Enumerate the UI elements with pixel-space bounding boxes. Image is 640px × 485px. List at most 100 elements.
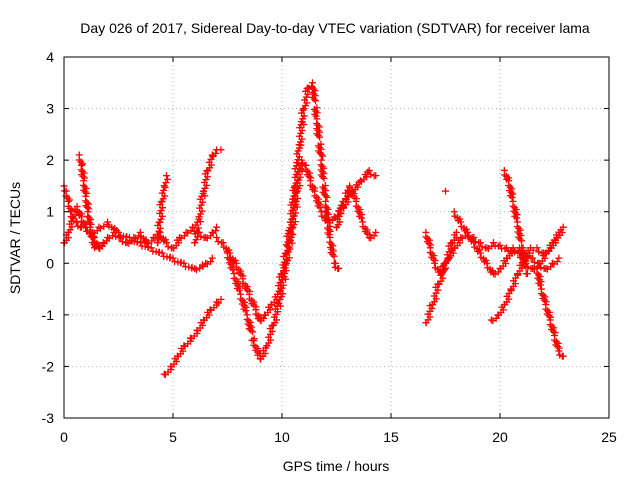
data-point: [367, 171, 375, 179]
data-point: [476, 239, 484, 247]
data-point: [483, 244, 491, 252]
data-point: [555, 254, 563, 262]
data-point: [104, 234, 112, 241]
plot-frame: [63, 56, 610, 419]
data-point: [370, 232, 378, 240]
data-point: [516, 235, 524, 243]
data-point: [202, 259, 210, 267]
series-sat-arc-o: [533, 264, 567, 360]
data-point: [316, 204, 324, 212]
data-point: [535, 271, 543, 279]
data-point: [509, 202, 517, 210]
data-point: [535, 248, 543, 256]
data-point: [298, 156, 306, 164]
data-point: [247, 326, 255, 334]
data-point: [512, 209, 520, 217]
data-point: [330, 252, 338, 260]
series-sat-arc-h: [224, 156, 380, 363]
data-point: [323, 193, 331, 201]
data-point: [507, 188, 515, 196]
data-point: [365, 234, 373, 241]
data-point: [162, 172, 170, 180]
data-point: [529, 254, 537, 262]
data-point: [324, 229, 332, 237]
data-point: [553, 258, 561, 266]
points-layer: [60, 79, 567, 379]
data-point: [217, 146, 225, 154]
data-point: [143, 239, 151, 247]
data-point: [422, 233, 430, 241]
data-point: [312, 97, 320, 105]
data-point: [372, 228, 380, 236]
y-tick-label: 0: [46, 255, 54, 271]
data-point: [244, 320, 252, 328]
data-point: [118, 238, 126, 246]
data-point: [529, 246, 537, 254]
data-point: [506, 183, 514, 191]
data-point: [213, 298, 221, 306]
data-point: [319, 152, 327, 160]
data-point: [213, 234, 221, 241]
data-point: [508, 193, 516, 201]
data-point: [429, 255, 437, 263]
data-point: [201, 192, 209, 200]
data-point: [207, 258, 215, 266]
data-point: [158, 249, 166, 257]
series-sat-arc-g: [213, 79, 343, 325]
data-point: [274, 299, 282, 307]
data-point: [522, 263, 530, 271]
data-point: [212, 149, 220, 157]
data-point: [426, 248, 434, 256]
data-point: [182, 228, 190, 236]
data-point: [555, 347, 563, 355]
series-sat-arc-k: [422, 228, 460, 327]
data-point: [545, 312, 553, 320]
data-point: [68, 206, 76, 214]
data-point: [496, 241, 504, 249]
series-sat-arc-i: [332, 182, 380, 242]
x-tick-label: 5: [169, 429, 177, 445]
data-point: [198, 261, 206, 269]
data-point: [457, 218, 465, 226]
data-point: [487, 316, 495, 324]
data-point: [92, 242, 100, 250]
ticks-layer: 0 5 10 15 20 25 -3 -2 -1 0 1 2 3 4: [42, 49, 617, 445]
data-point: [476, 249, 484, 257]
data-point: [540, 249, 548, 257]
data-point: [442, 187, 449, 195]
y-axis-label: SDTVAR / TECUs: [7, 182, 23, 294]
y-tick-label: 1: [46, 204, 54, 220]
data-point: [316, 133, 324, 141]
data-point: [542, 264, 550, 272]
data-point: [450, 208, 458, 216]
data-point: [536, 281, 544, 289]
data-point: [542, 305, 550, 313]
data-point: [463, 228, 471, 236]
data-point: [214, 299, 222, 307]
data-point: [112, 232, 120, 240]
data-point: [302, 166, 310, 174]
data-point: [530, 258, 538, 266]
data-point: [73, 218, 81, 226]
data-point: [535, 259, 543, 267]
data-point: [425, 239, 433, 247]
data-point: [243, 315, 251, 323]
data-point: [533, 244, 541, 252]
series-sat-arc-e: [191, 146, 225, 247]
data-point: [452, 228, 460, 236]
x-tick-label: 15: [383, 429, 399, 445]
data-point: [208, 254, 216, 262]
data-point: [518, 237, 526, 245]
data-point: [208, 228, 216, 236]
data-point: [512, 214, 520, 222]
data-point: [505, 181, 513, 189]
x-axis-label: GPS time / hours: [283, 458, 390, 474]
data-point: [319, 173, 327, 181]
data-point: [357, 214, 365, 222]
data-point: [335, 264, 343, 272]
data-point: [149, 234, 157, 241]
y-tick-label: 3: [46, 101, 54, 117]
data-point: [219, 239, 227, 247]
data-point: [91, 244, 99, 252]
data-point: [123, 239, 131, 247]
